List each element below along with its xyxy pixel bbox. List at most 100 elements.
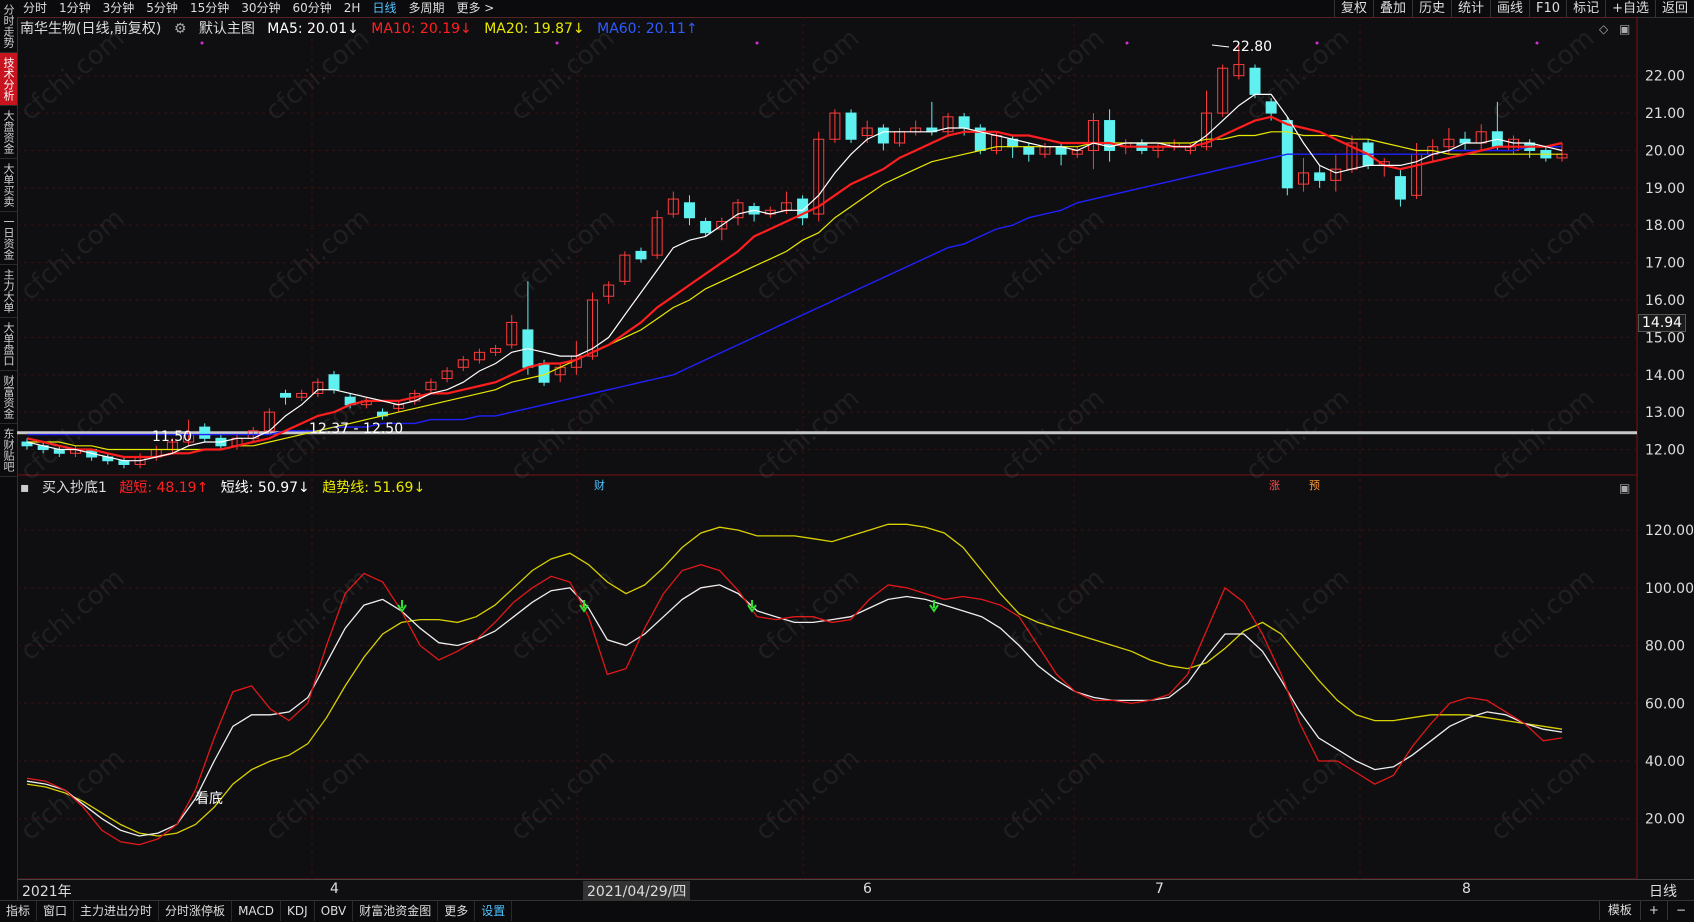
- toolbar-button[interactable]: 标记: [1566, 0, 1605, 17]
- period-tab[interactable]: 15分钟: [189, 1, 230, 15]
- rail-tab-0[interactable]: 分时走势: [0, 0, 17, 53]
- candle: [1217, 67, 1229, 114]
- candle: [813, 138, 825, 215]
- period-tab[interactable]: 60分钟: [292, 1, 332, 15]
- short-value: 短线: 50.97↓: [220, 480, 310, 496]
- period-tab[interactable]: 3分钟: [102, 1, 135, 15]
- rail-tab-2[interactable]: 大盘资金: [0, 106, 17, 159]
- period-tab[interactable]: 5分钟: [146, 1, 178, 15]
- sub-tick-label: 20.00: [1645, 812, 1685, 828]
- event-marker: 预: [1309, 479, 1320, 492]
- bottom-right-tools: 模板 + −: [1598, 900, 1694, 921]
- event-marker: 财: [594, 478, 605, 492]
- period-tab[interactable]: 多周期: [408, 1, 445, 15]
- toolbar-button[interactable]: 统计: [1451, 0, 1490, 17]
- event-marker: 涨: [1269, 479, 1280, 492]
- rail-tab-7[interactable]: 财富资金: [0, 371, 17, 424]
- candle: [490, 348, 502, 353]
- period-tab[interactable]: 30分钟: [241, 1, 281, 15]
- ma60-value: MA60: 20.11↑: [597, 21, 698, 37]
- sub-tick-label: 60.00: [1645, 696, 1685, 712]
- period-label[interactable]: 日线: [1649, 884, 1677, 900]
- toolbar-button[interactable]: F10: [1529, 0, 1566, 17]
- template-button[interactable]: −: [1666, 900, 1694, 920]
- toolbar-button[interactable]: 叠加: [1372, 0, 1412, 17]
- toolbar-button[interactable]: 返回: [1654, 0, 1694, 17]
- candle: [683, 202, 695, 219]
- rail-tab-3[interactable]: 大单买卖: [0, 159, 17, 212]
- template-button[interactable]: +: [1639, 900, 1667, 920]
- period-tab[interactable]: 1分钟: [59, 1, 91, 15]
- indicator-tab[interactable]: KDJ: [281, 901, 315, 921]
- period-tab[interactable]: 分时: [23, 1, 48, 15]
- sub-tick-label: 80.00: [1645, 639, 1685, 655]
- marker-dot: [1535, 41, 1539, 45]
- candle: [700, 220, 712, 234]
- toolbar-button[interactable]: 历史: [1411, 0, 1451, 17]
- toolbar-button[interactable]: 复权: [1333, 0, 1373, 17]
- indicator-tab[interactable]: 主力进出分时: [74, 901, 160, 921]
- price-tick-label: 21.00: [1645, 106, 1685, 122]
- close-icon[interactable]: ▪: [20, 480, 30, 496]
- candle: [1297, 172, 1309, 185]
- short-line: [26, 584, 1563, 837]
- diamond-icon[interactable]: ◇: [1599, 22, 1609, 36]
- stock-title: 南华生物(日线,前复权): [20, 21, 162, 37]
- sub-tick-label: 100.00: [1645, 581, 1694, 597]
- indicator-tab[interactable]: 设置: [475, 901, 513, 921]
- rail-tab-5[interactable]: 主力大单: [0, 265, 17, 318]
- window-icon[interactable]: ▣: [1619, 481, 1631, 495]
- candle: [635, 250, 647, 260]
- candle: [829, 112, 841, 140]
- gear-icon[interactable]: ⚙: [173, 21, 187, 37]
- rail-tab-4[interactable]: 一日资金: [0, 212, 17, 265]
- indicator-tab[interactable]: 分时涨停板: [159, 901, 233, 921]
- price-tick-label: 17.00: [1645, 256, 1685, 272]
- indicator-tab[interactable]: 窗口: [37, 901, 75, 921]
- template-label[interactable]: 默认主图: [198, 21, 255, 37]
- rail-tab-8[interactable]: 东财贴吧: [0, 424, 17, 477]
- candle: [457, 359, 469, 368]
- candle: [1314, 172, 1326, 181]
- rail-tab-6[interactable]: 大单盘口: [0, 318, 17, 371]
- period-tab[interactable]: 日线: [372, 1, 397, 15]
- window-icon[interactable]: ▣: [1619, 22, 1631, 36]
- ma10-line: [26, 115, 1563, 459]
- indicator-name[interactable]: 买入抄底1: [41, 480, 107, 496]
- ma5-line: [26, 93, 1563, 462]
- candle: [942, 116, 954, 133]
- marker-dot: [555, 41, 559, 45]
- period-tab[interactable]: 更多 >: [456, 1, 495, 15]
- marker-dot: [1125, 41, 1129, 45]
- candle: [587, 299, 599, 357]
- candle: [845, 112, 857, 140]
- indicator-tab[interactable]: 指标: [0, 901, 38, 921]
- date-label: 2021年: [22, 884, 72, 900]
- date-label: 6: [863, 881, 872, 897]
- candle: [732, 202, 744, 219]
- toolbar-button[interactable]: +自选: [1605, 0, 1655, 17]
- super-short-line: [26, 564, 1563, 846]
- toolbar-button[interactable]: 画线: [1490, 0, 1529, 17]
- indicator-tab[interactable]: MACD: [232, 901, 282, 921]
- template-button[interactable]: 模板: [1598, 900, 1640, 920]
- indicator-tab[interactable]: 财富池资金图: [353, 901, 439, 921]
- ma20-line: [27, 131, 1562, 451]
- candle: [1443, 138, 1455, 148]
- candle: [199, 426, 211, 439]
- stock-chart[interactable]: 22.00 21.00 20.00 19.00 18.00 17.00 16.00 15.00…: [17, 17, 1694, 879]
- date-label: 4: [330, 881, 339, 897]
- price-tick-label: 13.00: [1645, 405, 1685, 421]
- left-sidebar: 分时走势 技术分析 大盘资金 大单买卖 一日资金 主力大单 大单盘口 财富资金 东财贴吧: [0, 0, 18, 900]
- sub-tick-label: 40.00: [1645, 754, 1685, 770]
- candle: [797, 198, 809, 219]
- period-tab[interactable]: 2H: [343, 1, 361, 15]
- price-tick-label: 20.00: [1645, 143, 1685, 159]
- candle: [1394, 176, 1406, 200]
- rail-tab-1[interactable]: 技术分析: [0, 53, 17, 106]
- indicator-tab[interactable]: 更多: [438, 901, 476, 921]
- candle: [506, 321, 518, 346]
- buy-arrow-icon: [747, 600, 757, 613]
- indicator-tab[interactable]: OBV: [315, 901, 354, 921]
- price-tick-label: 12.00: [1645, 443, 1685, 459]
